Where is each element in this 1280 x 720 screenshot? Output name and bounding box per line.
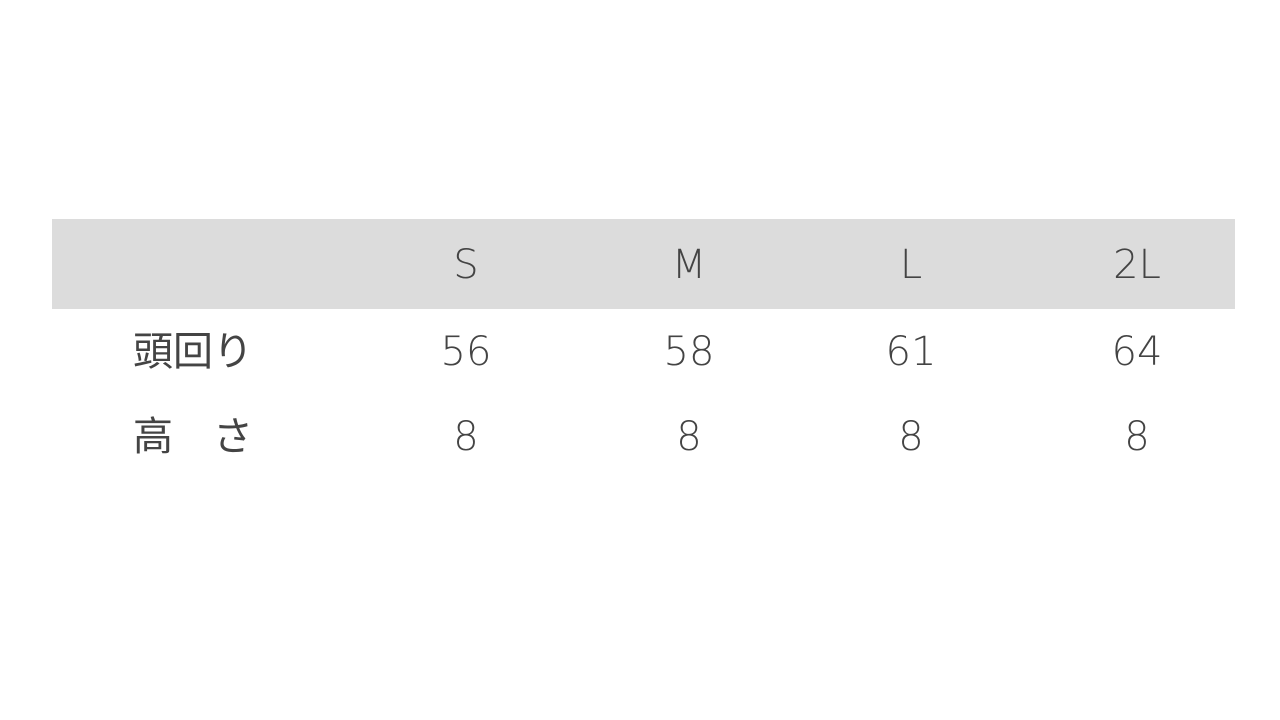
cell-value: 64 xyxy=(1111,329,1163,375)
column-header: S xyxy=(453,242,479,288)
cell-value: 8 xyxy=(1124,414,1150,460)
cell-value: 8 xyxy=(898,414,924,460)
row-label: 頭回り xyxy=(133,329,253,375)
cell-value: 56 xyxy=(440,329,492,375)
cell-value: 8 xyxy=(676,414,702,460)
column-header: 2L xyxy=(1113,242,1161,288)
column-header: L xyxy=(899,242,923,288)
row-label: 高 さ xyxy=(133,414,253,460)
cell-value: 61 xyxy=(885,329,937,375)
cell-value: 8 xyxy=(453,414,479,460)
cell-value: 58 xyxy=(663,329,715,375)
header-band xyxy=(52,219,1235,309)
column-header: M xyxy=(671,242,707,288)
